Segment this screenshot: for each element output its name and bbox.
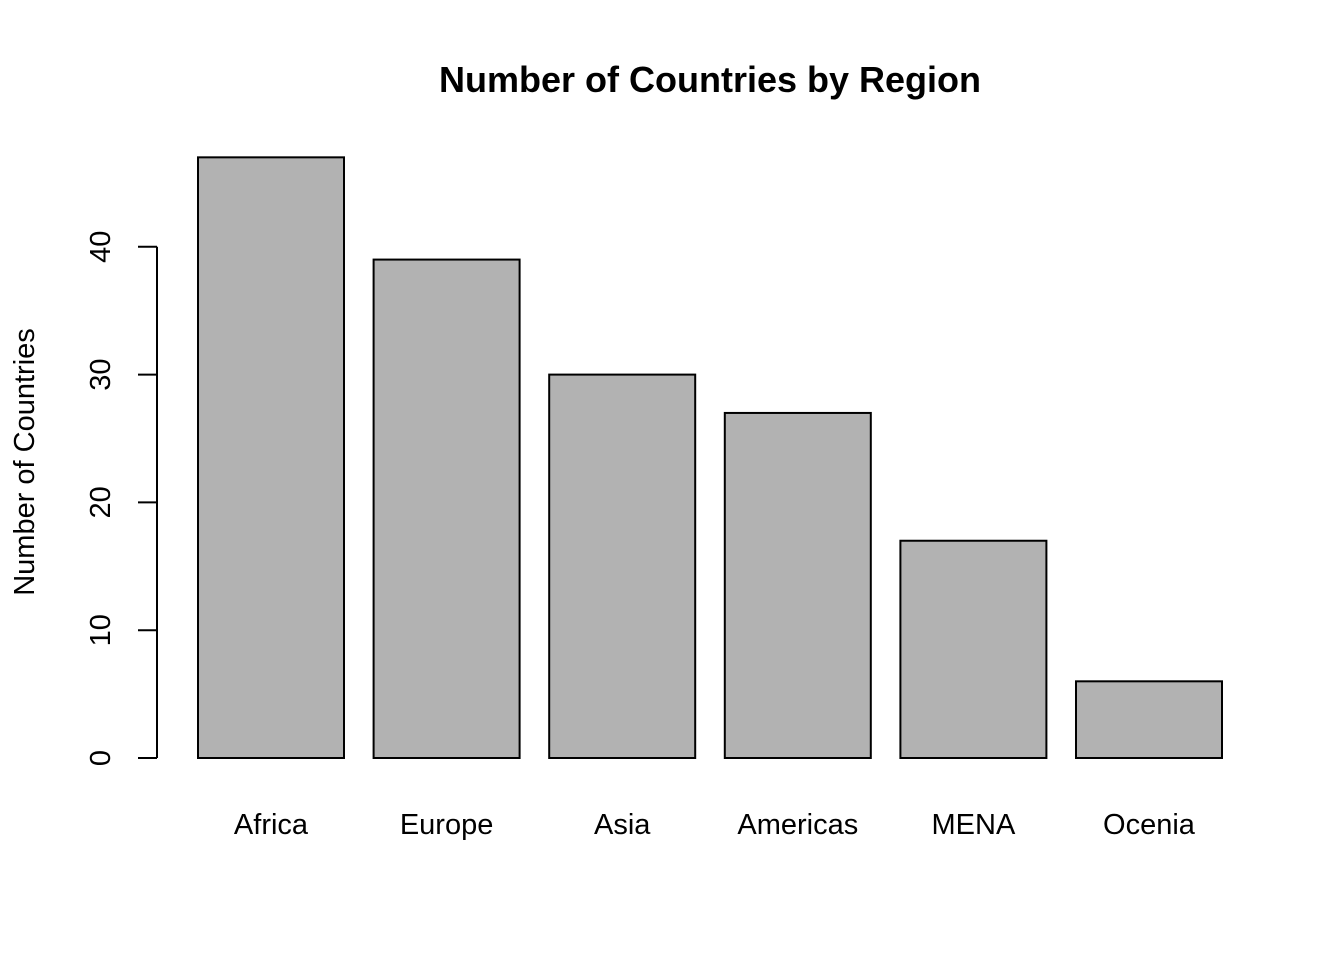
x-tick-label: MENA bbox=[932, 809, 1016, 841]
x-tick-label: Asia bbox=[594, 809, 651, 841]
y-tick-label: 30 bbox=[85, 358, 117, 390]
y-axis-label: Number of Countries bbox=[9, 328, 41, 596]
bar-asia bbox=[548, 373, 697, 759]
bar-europe bbox=[372, 258, 521, 759]
x-tick-label: Americas bbox=[737, 809, 858, 841]
x-tick-label: Africa bbox=[234, 809, 309, 841]
y-axis: 0 10 20 30 40 bbox=[85, 231, 158, 766]
bar-americas bbox=[723, 411, 872, 759]
x-tick-label: Ocenia bbox=[1103, 809, 1196, 841]
y-tick-label: 0 bbox=[85, 750, 117, 766]
y-tick-label: 20 bbox=[85, 486, 117, 518]
y-tick-label: 10 bbox=[85, 614, 117, 646]
bar-mena bbox=[899, 539, 1048, 759]
y-tick-label: 40 bbox=[85, 231, 117, 263]
x-tick-label: Europe bbox=[400, 809, 494, 841]
bars-group bbox=[197, 156, 1223, 760]
x-axis-labels: Africa Europe Asia Americas MENA Ocenia bbox=[234, 809, 1196, 841]
chart-title: Number of Countries by Region bbox=[439, 59, 981, 100]
bar-africa bbox=[197, 156, 345, 759]
bar-ocenia bbox=[1075, 680, 1223, 760]
